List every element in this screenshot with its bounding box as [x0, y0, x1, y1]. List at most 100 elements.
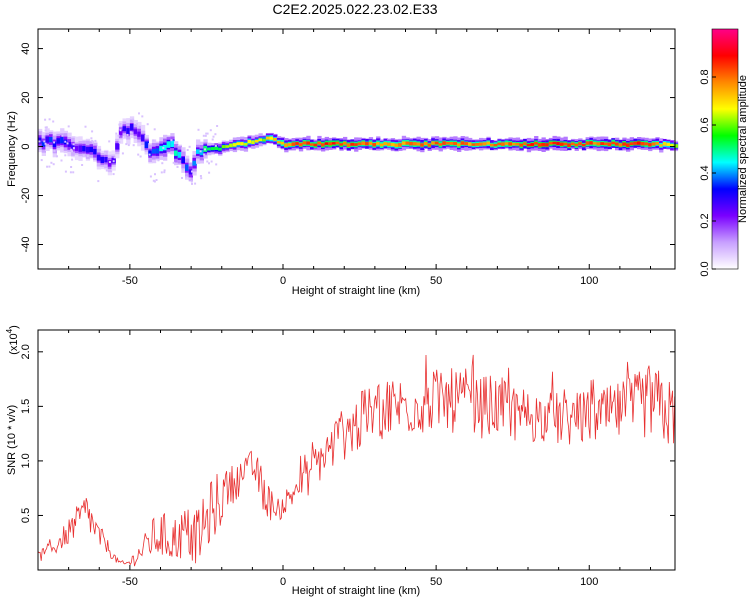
spectrogram-cell: [96, 154, 102, 161]
spectrogram-speckle: [115, 132, 118, 135]
spectrogram-cell: [262, 138, 267, 142]
spectrogram-speckle: [205, 132, 208, 135]
chart-title: C2E2.2025.022.23.02.E33: [272, 1, 437, 17]
spectrogram-cell: [409, 141, 414, 146]
spectrogram-speckle: [64, 154, 67, 157]
spectrogram-cell: [453, 142, 458, 145]
y-tick-label: 0.5: [20, 508, 32, 523]
spectrogram-cell: [251, 140, 256, 144]
spectrogram-speckle: [84, 125, 87, 128]
spectrogram-cell: [232, 143, 238, 147]
spectrogram-speckle: [214, 133, 217, 136]
spectrogram-cell: [302, 141, 307, 145]
spectrogram-speckle: [118, 141, 121, 144]
spectrogram-speckle: [163, 169, 166, 172]
spectrogram-speckle: [153, 128, 156, 131]
spectrogram-cell: [615, 142, 620, 146]
y-tick-label: 0: [20, 143, 32, 149]
spectrogram-cell: [276, 140, 282, 144]
spectrogram-speckle: [206, 132, 209, 135]
spectrogram-cell: [115, 143, 120, 150]
spectrogram-cell: [376, 142, 381, 145]
spectrogram-speckle: [212, 135, 215, 138]
spectrogram-speckle: [112, 173, 115, 176]
spectrogram-cell: [236, 142, 241, 146]
spectrogram-cell: [151, 148, 157, 154]
spectrogram-speckle: [50, 161, 53, 164]
spectrogram-cell: [394, 143, 399, 147]
spectrogram-speckle: [139, 155, 142, 158]
snr-y-scale: (x104): [5, 325, 20, 355]
spectrogram-cell: [431, 141, 436, 145]
spectrogram-cell: [225, 145, 230, 148]
spectrogram-cell: [637, 141, 642, 145]
spectrogram-cell: [673, 144, 679, 148]
spectrogram-speckle: [203, 153, 206, 156]
spectrogram-cell: [192, 160, 197, 166]
spectrogram-speckle: [199, 150, 202, 153]
spectrogram-speckle: [162, 157, 165, 160]
spectrogram-cell: [523, 142, 528, 146]
spectrogram-speckle: [206, 160, 209, 163]
spectrogram-cell: [71, 144, 76, 149]
x-tick-label: 0: [280, 576, 286, 588]
spectrogram-speckle: [44, 129, 47, 132]
spectrogram-speckle: [117, 134, 120, 137]
spectrogram-cell: [207, 147, 212, 151]
spectrogram-cell: [548, 141, 554, 145]
spectrogram-speckle: [72, 143, 75, 146]
spectrogram-speckle: [149, 175, 152, 178]
spectrogram-speckle: [161, 162, 164, 165]
spectrogram-cell: [379, 143, 385, 147]
spectrogram-speckle: [204, 148, 206, 151]
spectrogram-speckle: [148, 153, 151, 156]
spectrogram-cell: [199, 150, 204, 156]
spectrogram-marks: [38, 112, 679, 185]
spectrogram-cell: [93, 148, 98, 155]
y-tick-label: 2.0: [20, 344, 32, 359]
spectrogram-speckle: [121, 152, 124, 155]
spectrogram-cell: [177, 152, 182, 158]
spectrogram-cell: [607, 142, 612, 147]
spectrogram-speckle: [132, 144, 135, 147]
spectrogram-cell: [559, 142, 565, 146]
spectrogram-cell: [332, 142, 337, 145]
x-tick-label: -50: [122, 576, 138, 588]
spectrogram-speckle: [136, 122, 138, 125]
spectrogram-speckle: [124, 135, 126, 138]
spectrogram-cell: [85, 147, 91, 153]
spectrogram-cell: [589, 141, 594, 145]
spectrogram-cell: [357, 142, 362, 146]
spectrogram-cell: [600, 142, 605, 145]
spectrogram-speckle: [61, 134, 64, 137]
spectrogram-cell: [475, 143, 480, 146]
spectrogram-cell: [581, 143, 587, 147]
spectrogram-speckle: [97, 180, 100, 183]
spectrogram-cell: [585, 141, 590, 145]
spectrogram-speckle: [208, 171, 211, 174]
spectrogram-speckle: [202, 134, 205, 137]
spectrogram-cell: [159, 145, 164, 152]
spectrogram-cell: [530, 143, 535, 147]
spectrogram-cell: [387, 142, 392, 146]
spectrogram-cell: [218, 147, 223, 151]
spectrogram-cell: [648, 143, 653, 147]
spectrogram-speckle: [113, 156, 116, 159]
spectrogram-y-ticks: -40 -20 0 20 40: [20, 42, 675, 252]
spectrogram-cell: [214, 146, 219, 150]
spectrogram-cell: [350, 142, 355, 146]
spectrogram-cell: [611, 141, 616, 145]
spectrogram-speckle: [52, 163, 55, 166]
snr-y-scale-base: (x10: [8, 333, 20, 354]
spectrogram-cell: [133, 129, 138, 134]
spectrogram-cell: [361, 141, 366, 145]
colorbar-gradient: [711, 28, 739, 270]
spectrogram-speckle: [170, 139, 173, 142]
spectrogram-cell: [534, 141, 539, 145]
spectrogram-cell: [287, 143, 293, 147]
spectrogram-cell: [670, 143, 675, 147]
spectrogram-cell: [137, 131, 142, 137]
spectrogram-speckle: [191, 182, 193, 185]
spectrogram-cell: [493, 143, 498, 147]
spectrogram-cell: [126, 128, 131, 135]
